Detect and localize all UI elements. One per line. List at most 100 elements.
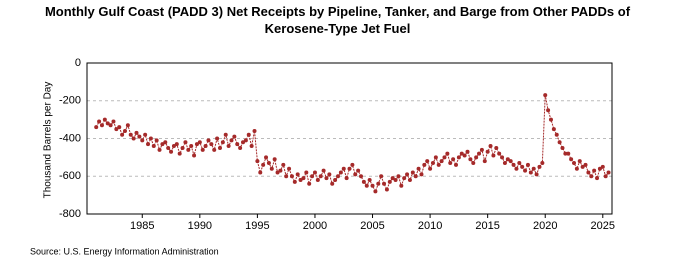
data-point xyxy=(344,176,349,181)
data-point xyxy=(114,127,119,132)
chart-title: Monthly Gulf Coast (PADD 3) Net Receipts… xyxy=(44,4,631,36)
data-point xyxy=(517,161,522,166)
x-tick-label: 2005 xyxy=(360,220,384,232)
data-point xyxy=(502,161,507,166)
data-point xyxy=(583,162,588,167)
data-point xyxy=(206,138,211,143)
data-point xyxy=(243,138,248,143)
data-point xyxy=(122,128,127,133)
data-point xyxy=(163,140,168,145)
data-point xyxy=(413,174,418,179)
data-point xyxy=(606,170,611,175)
data-point xyxy=(169,149,174,154)
data-point xyxy=(341,166,346,171)
data-point xyxy=(485,149,490,154)
data-point xyxy=(376,181,381,186)
data-point xyxy=(220,140,225,145)
data-point xyxy=(223,132,228,137)
data-point xyxy=(494,145,499,150)
data-point xyxy=(600,164,605,169)
data-point xyxy=(246,132,251,137)
data-point xyxy=(330,181,335,186)
data-point xyxy=(289,174,294,179)
data-point xyxy=(448,161,453,166)
data-point xyxy=(238,145,243,150)
data-point xyxy=(603,174,608,179)
data-point xyxy=(459,151,464,156)
data-point xyxy=(298,178,303,183)
data-point xyxy=(456,155,461,160)
data-point xyxy=(465,149,470,154)
data-point xyxy=(379,174,384,179)
data-point xyxy=(367,178,372,183)
x-tick-label: 2000 xyxy=(303,220,327,232)
data-point xyxy=(194,142,199,147)
data-point xyxy=(324,176,329,181)
data-point xyxy=(554,132,559,137)
data-point xyxy=(557,140,562,145)
source: Source: U.S. Energy Information Administ… xyxy=(30,246,219,256)
data-point xyxy=(574,166,579,171)
data-point xyxy=(295,172,300,177)
data-point xyxy=(203,144,208,149)
data-point xyxy=(416,166,421,171)
data-point xyxy=(94,125,99,130)
data-point xyxy=(586,170,591,175)
data-point xyxy=(514,166,519,171)
data-point xyxy=(468,157,473,162)
data-point xyxy=(442,155,447,160)
data-point xyxy=(117,125,122,130)
data-point xyxy=(359,174,364,179)
data-point xyxy=(577,159,582,164)
data-point xyxy=(387,179,392,184)
data-point xyxy=(350,162,355,167)
data-point xyxy=(597,166,602,171)
data-point xyxy=(131,136,136,141)
data-point xyxy=(540,161,545,166)
x-tick-label: 2010 xyxy=(418,220,442,232)
data-point xyxy=(592,168,597,173)
data-point xyxy=(353,172,358,177)
data-point xyxy=(235,142,240,147)
data-point xyxy=(166,145,171,150)
data-point xyxy=(589,174,594,179)
data-point xyxy=(108,123,113,128)
data-point xyxy=(551,127,556,132)
data-point xyxy=(215,136,220,141)
data-point xyxy=(453,162,458,167)
data-point xyxy=(430,161,435,166)
y-tick-label: -600 xyxy=(59,170,81,182)
data-point xyxy=(445,151,450,156)
data-point xyxy=(183,140,188,145)
data-point xyxy=(321,168,326,173)
data-point xyxy=(396,174,401,179)
data-point xyxy=(255,159,260,164)
data-point xyxy=(520,164,525,169)
data-point xyxy=(157,147,162,152)
data-point xyxy=(97,119,102,124)
data-point xyxy=(287,166,292,171)
data-point xyxy=(266,161,271,166)
data-point xyxy=(192,153,197,158)
data-point xyxy=(393,178,398,183)
data-point xyxy=(407,178,412,183)
data-point xyxy=(261,162,266,167)
x-tick-label: 2020 xyxy=(533,220,557,232)
data-point xyxy=(497,151,502,156)
data-point xyxy=(134,130,139,135)
data-point xyxy=(422,162,427,167)
data-point xyxy=(264,155,269,160)
data-point xyxy=(284,174,289,179)
data-point xyxy=(566,151,571,156)
data-point xyxy=(373,189,378,194)
data-point xyxy=(488,144,493,149)
data-point xyxy=(140,138,145,143)
data-point xyxy=(120,132,125,137)
data-point xyxy=(111,119,116,124)
data-point xyxy=(189,144,194,149)
data-point xyxy=(537,164,542,169)
data-point xyxy=(229,138,234,143)
data-point xyxy=(508,159,513,164)
data-point xyxy=(232,134,237,139)
y-tick-label: 0 xyxy=(75,57,81,69)
